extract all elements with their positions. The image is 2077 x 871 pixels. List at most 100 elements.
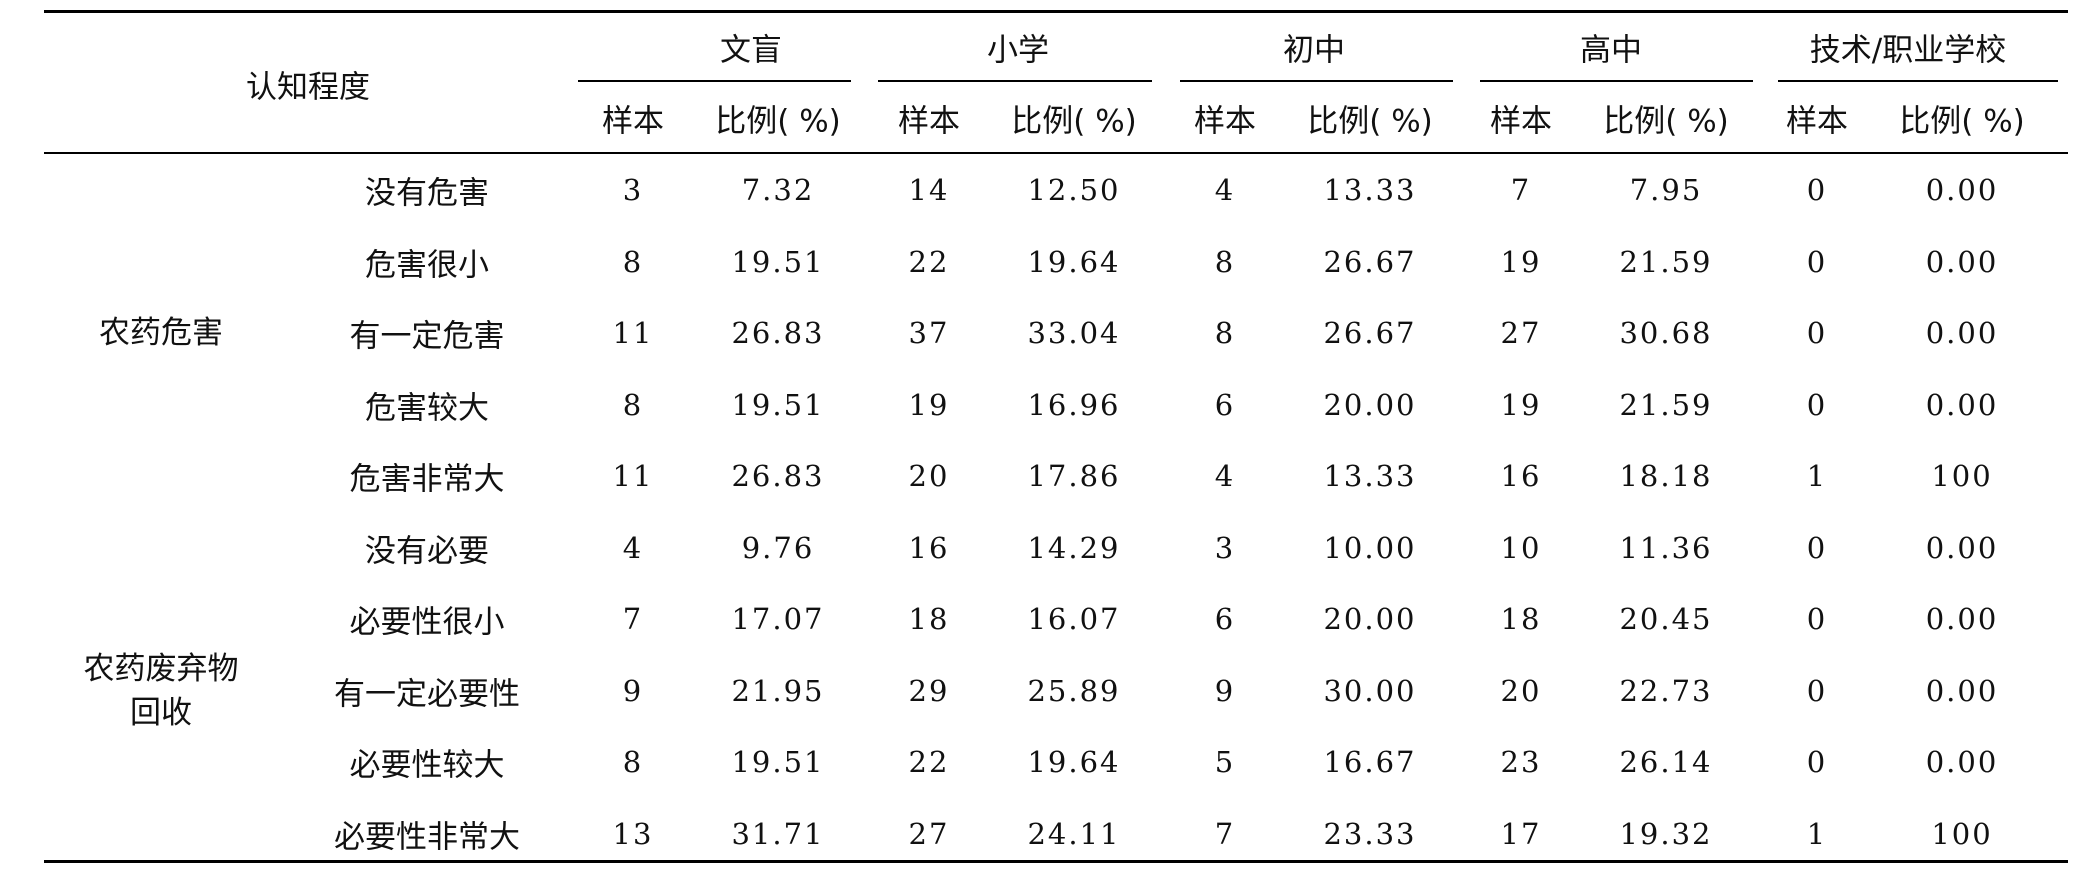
ratio-cell: 13.33: [1323, 173, 1417, 207]
ratio-cell: 13.33: [1323, 459, 1417, 493]
sample-cell: 8: [622, 745, 644, 779]
group-header: 初中: [1283, 32, 1345, 69]
group-underline: [1480, 80, 1753, 82]
sample-cell: 16: [908, 530, 950, 565]
sample-cell: 5: [1214, 745, 1236, 779]
ratio-cell: 16.07: [1027, 602, 1121, 636]
ratio-cell: 7.32: [741, 173, 815, 207]
ratio-cell: 19.51: [731, 387, 825, 422]
sample-cell: 0: [1806, 387, 1828, 422]
sample-cell: 8: [622, 387, 644, 422]
sample-cell: 19: [1500, 244, 1542, 279]
sample-cell: 4: [1214, 173, 1236, 207]
ratio-cell: 26.14: [1619, 745, 1713, 779]
ratio-cell: 23.33: [1323, 816, 1417, 851]
group-header: 高中: [1580, 32, 1642, 69]
ratio-cell: 9.76: [741, 530, 815, 565]
ratio-cell: 30.00: [1323, 673, 1417, 708]
sample-cell: 3: [622, 173, 644, 207]
ratio-cell: 19.64: [1027, 745, 1121, 779]
sample-cell: 0: [1806, 244, 1828, 279]
section-label-line: 农药废弃物: [83, 650, 239, 687]
sample-cell: 4: [622, 530, 644, 565]
group-header: 技术/职业学校: [1809, 32, 2007, 69]
sample-cell: 10: [1500, 530, 1542, 565]
ratio-cell: 14.29: [1027, 530, 1121, 565]
ratio-cell: 19.32: [1619, 816, 1713, 851]
sample-cell: 19: [908, 387, 950, 422]
sample-cell: 8: [1214, 244, 1236, 279]
corner-header: 认知程度: [246, 69, 370, 106]
ratio-cell: 26.83: [731, 459, 825, 493]
sample-cell: 11: [612, 459, 654, 493]
ratio-cell: 17.86: [1027, 459, 1121, 493]
sample-cell: 0: [1806, 602, 1828, 636]
sample-cell: 23: [1500, 745, 1542, 779]
sample-cell: 18: [908, 602, 950, 636]
ratio-cell: 100: [1931, 816, 1993, 851]
ratio-cell: 20.00: [1323, 602, 1417, 636]
sub-header-sample: 样本: [898, 103, 960, 140]
sample-cell: 9: [622, 673, 644, 708]
sample-cell: 6: [1214, 602, 1236, 636]
sample-cell: 14: [908, 173, 950, 207]
sample-cell: 17: [1500, 816, 1542, 851]
top-rule: [44, 10, 2068, 13]
ratio-cell: 20.00: [1323, 387, 1417, 422]
ratio-cell: 26.67: [1323, 244, 1417, 279]
sample-cell: 8: [622, 244, 644, 279]
sample-cell: 29: [908, 673, 950, 708]
sample-cell: 11: [612, 316, 654, 350]
ratio-cell: 11.36: [1619, 530, 1713, 565]
sample-cell: 4: [1214, 459, 1236, 493]
group-header: 小学: [987, 32, 1049, 69]
header-bottom-rule: [44, 152, 2068, 154]
row-label: 必要性非常大: [334, 819, 520, 855]
row-label: 必要性较大: [349, 747, 505, 784]
ratio-cell: 16.67: [1323, 745, 1417, 779]
sample-cell: 0: [1806, 530, 1828, 565]
sub-header-sample: 样本: [1786, 103, 1848, 140]
ratio-cell: 0.00: [1925, 244, 1999, 279]
ratio-cell: 0.00: [1925, 530, 1999, 565]
sub-header-ratio: 比例( %): [715, 103, 841, 140]
ratio-cell: 26.67: [1323, 316, 1417, 350]
row-label: 没有危害: [365, 175, 489, 212]
ratio-cell: 0.00: [1925, 387, 1999, 422]
ratio-cell: 0.00: [1925, 673, 1999, 708]
ratio-cell: 21.95: [731, 673, 825, 708]
sample-cell: 1: [1806, 459, 1828, 493]
group-underline: [878, 80, 1152, 82]
ratio-cell: 30.68: [1619, 316, 1713, 350]
sample-cell: 6: [1214, 387, 1236, 422]
sub-header-ratio: 比例( %): [1603, 103, 1729, 140]
group-underline: [578, 80, 851, 82]
ratio-cell: 31.71: [731, 816, 825, 851]
section-label: 农药危害: [99, 311, 223, 355]
ratio-cell: 19.51: [731, 745, 825, 779]
sample-cell: 1: [1806, 816, 1828, 851]
sample-cell: 7: [622, 602, 644, 636]
ratio-cell: 33.04: [1027, 316, 1121, 350]
sample-cell: 20: [1500, 673, 1542, 708]
ratio-cell: 24.11: [1027, 816, 1121, 851]
sample-cell: 22: [908, 244, 950, 279]
ratio-cell: 10.00: [1323, 530, 1417, 565]
row-label: 危害很小: [365, 247, 489, 283]
sample-cell: 22: [908, 745, 950, 779]
sub-header-sample: 样本: [1490, 103, 1552, 140]
group-underline: [1778, 80, 2058, 82]
sub-header-ratio: 比例( %): [1011, 103, 1137, 140]
ratio-cell: 12.50: [1027, 173, 1121, 207]
sub-header-ratio: 比例( %): [1307, 103, 1433, 140]
row-label: 必要性很小: [349, 604, 505, 641]
ratio-cell: 18.18: [1619, 459, 1713, 493]
section-label-line: 回收: [130, 694, 192, 731]
bottom-rule: [44, 860, 2068, 863]
sample-cell: 0: [1806, 673, 1828, 708]
sample-cell: 19: [1500, 387, 1542, 422]
sub-header-sample: 样本: [1194, 103, 1256, 140]
ratio-cell: 20.45: [1619, 602, 1713, 636]
sample-cell: 27: [1500, 316, 1542, 350]
